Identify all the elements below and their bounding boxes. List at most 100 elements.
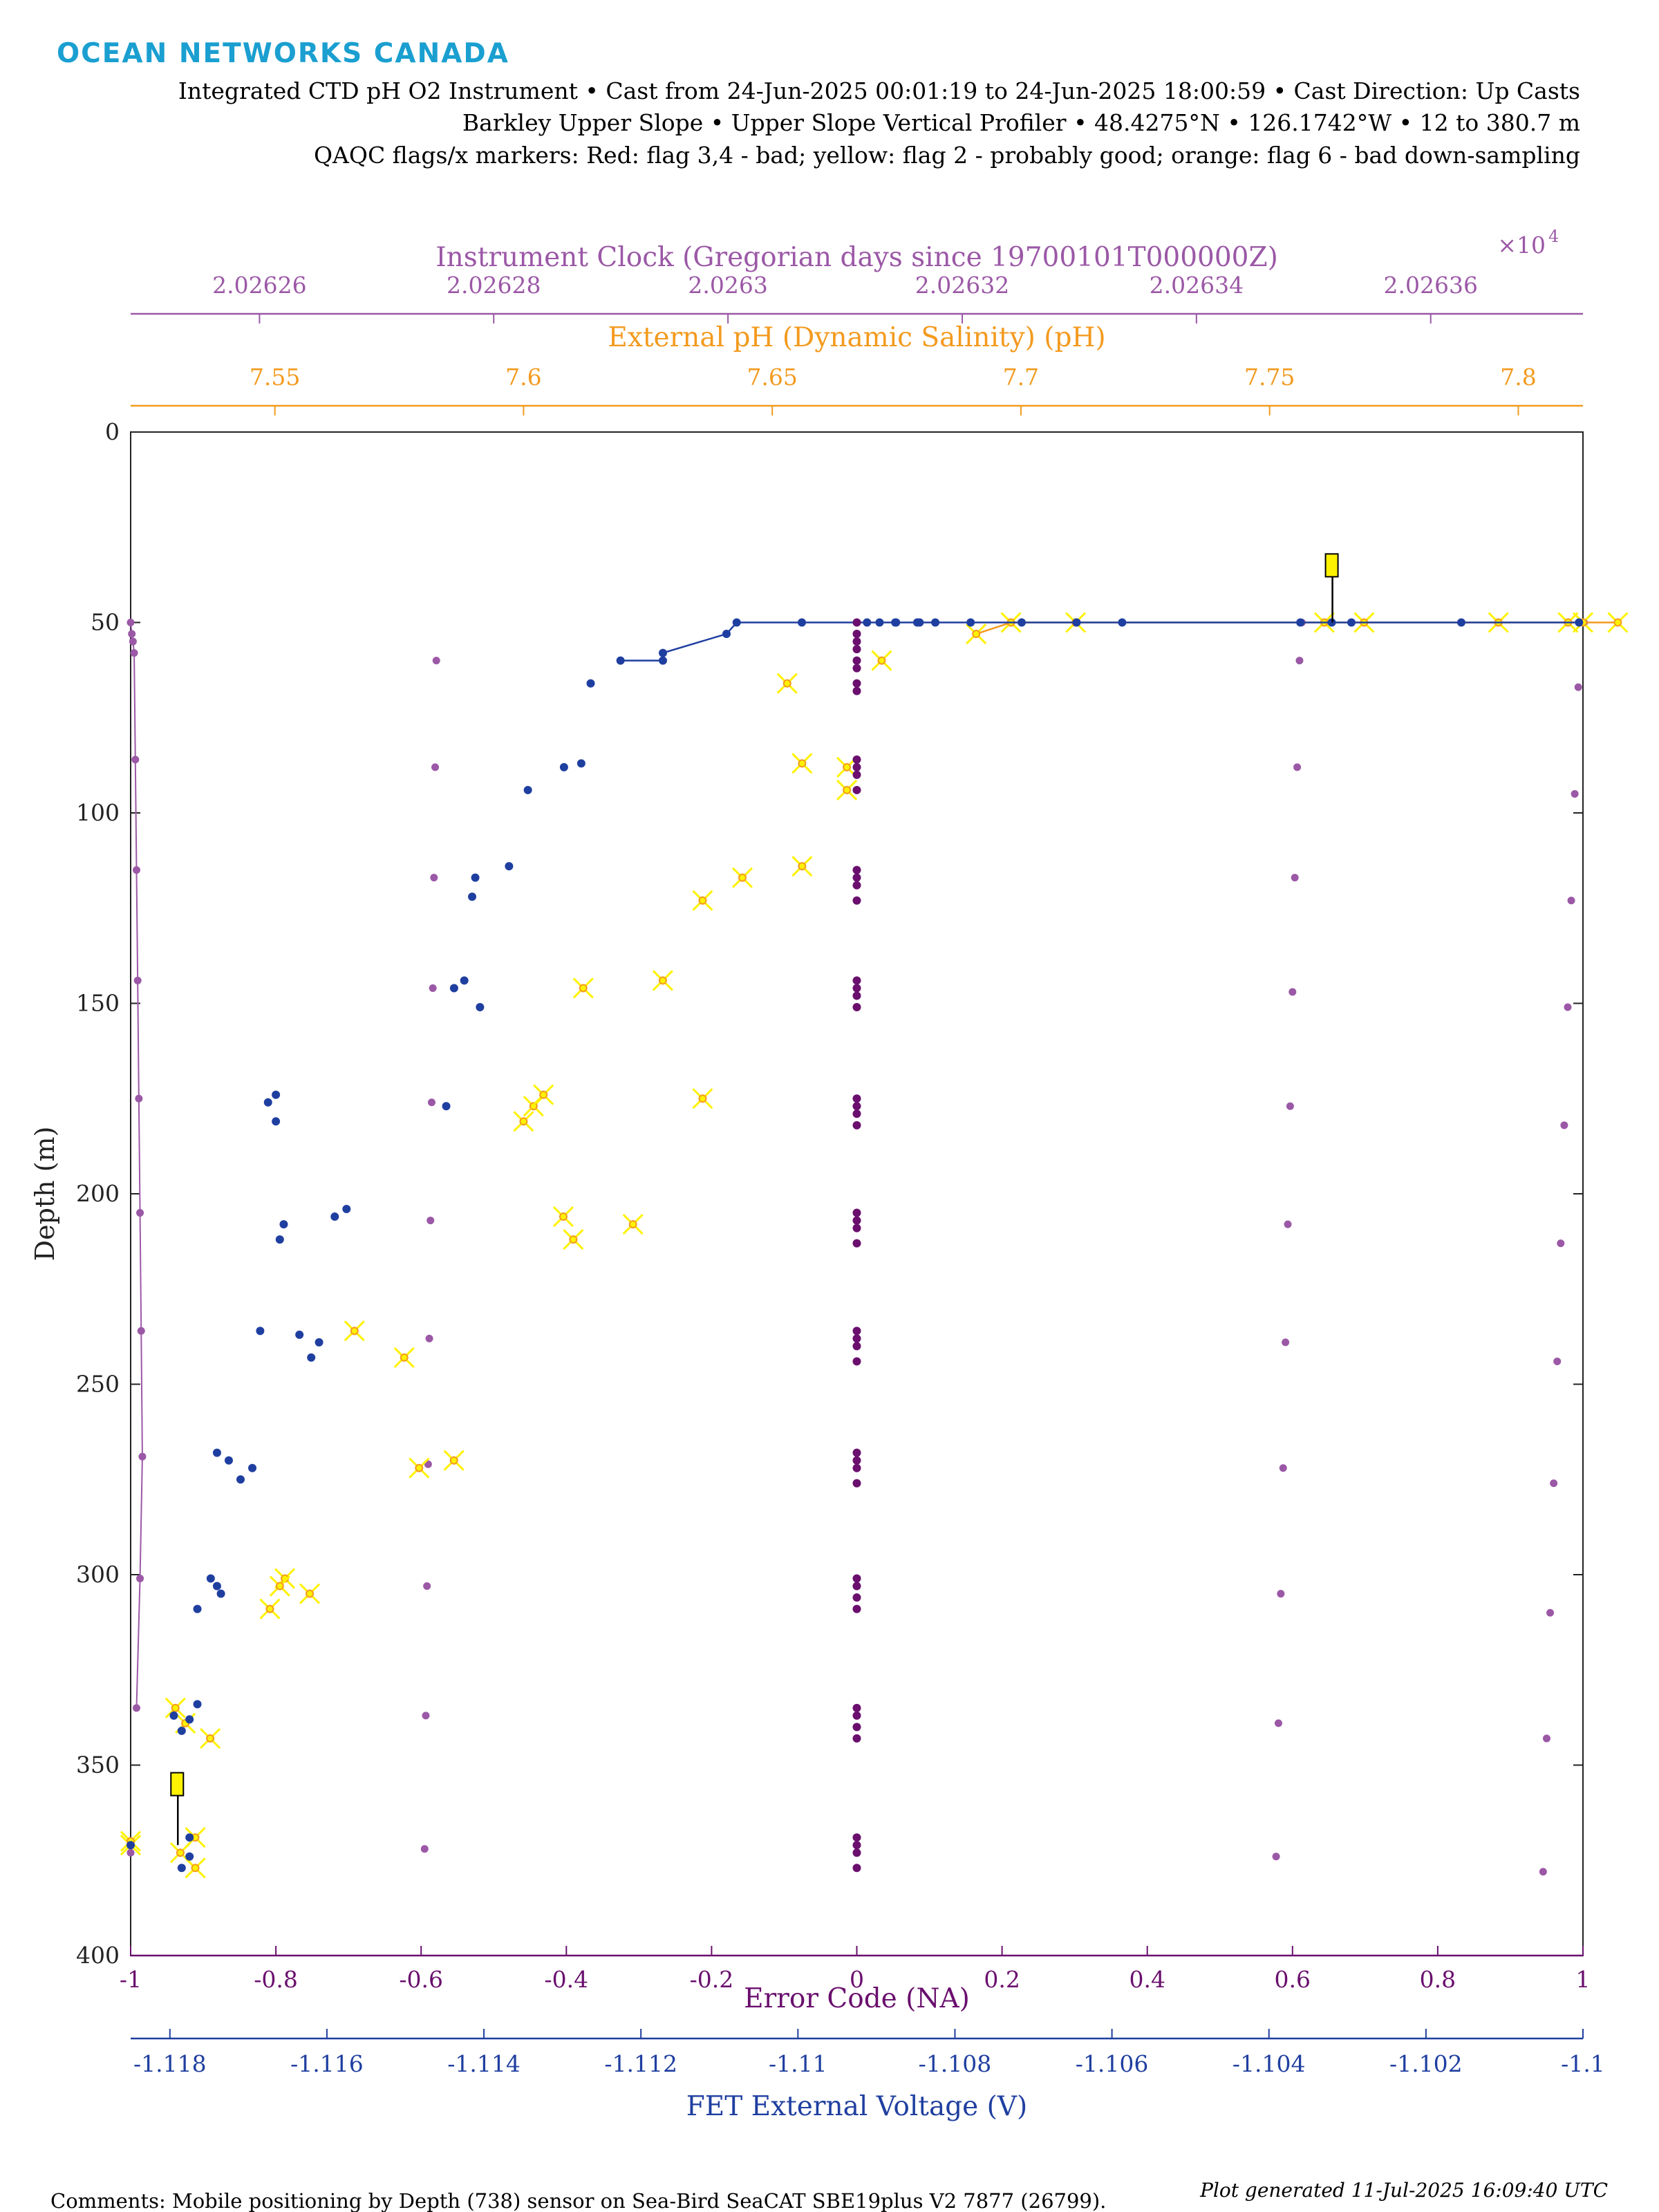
ph-point-flag2	[966, 623, 987, 645]
ph-point	[449, 1456, 458, 1465]
ph-point	[176, 1848, 185, 1857]
voltage-point	[471, 873, 480, 882]
clock-point	[1284, 1220, 1292, 1228]
error-point	[852, 770, 861, 779]
ph-point-flag2	[1607, 612, 1629, 633]
clock-point	[429, 984, 437, 992]
clock-point	[132, 1704, 140, 1712]
ph-point	[782, 679, 791, 688]
clock-point	[133, 976, 142, 984]
voltage-axis-tick-label: -1.114	[447, 2050, 521, 2077]
voltage-point	[523, 785, 532, 794]
voltage-point	[1296, 618, 1305, 627]
error-point	[852, 865, 861, 874]
error-point	[852, 1734, 861, 1743]
clock-point	[126, 1848, 135, 1857]
ph-point	[415, 1463, 424, 1472]
ph-point-flag2	[344, 1320, 365, 1342]
ph-point-flag2	[185, 1827, 206, 1848]
clock-point	[1574, 683, 1582, 691]
error-axis-label: Error Code (NA)	[744, 1983, 970, 2014]
clock-point	[1291, 874, 1299, 882]
ph-point-flag2	[776, 673, 798, 694]
clock-point	[129, 637, 137, 646]
voltage-axis-tick-label: -1.116	[290, 2050, 364, 2077]
flag-box-marker	[170, 1772, 185, 1797]
y-tick-label: 200	[76, 1180, 120, 1207]
y-tick-label: 0	[105, 418, 120, 445]
ph-axis-tick-label: 7.55	[250, 364, 300, 391]
clock-point	[422, 1712, 430, 1720]
y-tick-label: 350	[76, 1752, 120, 1779]
voltage-point	[875, 618, 884, 627]
clock-point	[131, 756, 140, 764]
voltage-point	[272, 1117, 281, 1126]
error-axis-tick-label: 0	[850, 1966, 864, 1993]
error-axis-tick-label: -0.4	[544, 1966, 588, 1993]
flag-box-marker	[1324, 553, 1339, 578]
ph-point-flag2	[692, 1088, 713, 1109]
voltage-point	[1456, 618, 1465, 627]
error-point	[852, 984, 861, 993]
voltage-axis-tick-label: -1.1	[1561, 2050, 1605, 2077]
clock-point	[427, 1217, 435, 1225]
clock-point	[1279, 1464, 1287, 1472]
clock-axis-tick-label: 2.02632	[915, 272, 1009, 299]
voltage-point	[177, 1726, 186, 1735]
ph-point	[275, 1582, 284, 1591]
ph-axis-tick-label: 7.75	[1244, 364, 1295, 391]
voltage-point	[732, 618, 741, 627]
voltage-point	[224, 1456, 233, 1465]
ph-point-flag2	[731, 867, 753, 888]
ph-point	[798, 759, 807, 768]
clock-point	[1542, 1734, 1550, 1743]
voltage-axis-tick-label: -1.106	[1076, 2050, 1149, 2077]
clock-point	[1550, 1479, 1558, 1488]
voltage-point	[658, 648, 667, 657]
voltage-point	[185, 1852, 194, 1861]
plot-area: 0 50 100 150 200 250 300 350 400 Depth (m) -1 -0.8 -…	[30, 227, 1629, 2122]
ph-point-flag2	[200, 1727, 221, 1749]
voltage-point	[891, 618, 900, 627]
clock-point	[130, 649, 138, 657]
error-point	[852, 637, 861, 646]
error-point	[852, 1574, 861, 1583]
error-point	[852, 785, 861, 794]
error-point	[852, 1604, 861, 1613]
voltage-point	[248, 1463, 257, 1472]
clock-point	[430, 874, 438, 882]
clock-point	[1546, 1609, 1555, 1617]
clock-point	[1564, 1003, 1572, 1011]
voltage-point	[1347, 618, 1356, 627]
error-point	[852, 896, 861, 905]
error-point	[852, 1448, 861, 1457]
header-line-3: QAQC flags/x markers: Red: flag 3,4 - ba…	[314, 142, 1580, 169]
clock-point	[128, 630, 136, 638]
clock-point	[1553, 1357, 1562, 1365]
comments-text: Comments: Mobile positioning by Depth (7…	[50, 2189, 1106, 2212]
ph-point	[306, 1589, 315, 1598]
error-point	[852, 976, 861, 985]
ph-point-flag2	[563, 1229, 584, 1250]
clock-point	[420, 1845, 429, 1853]
ph-axis-label: External pH (Dynamic Salinity) (pH)	[608, 322, 1105, 353]
clock-point	[431, 763, 440, 771]
error-axis-tick-label: 0.2	[984, 1966, 1020, 1993]
ph-point	[628, 1220, 637, 1229]
ph-point-flag2	[622, 1214, 644, 1235]
voltage-axis-tick-label: -1.108	[919, 2050, 992, 2077]
error-point	[852, 1841, 861, 1850]
clock-point	[137, 1327, 145, 1335]
clock-point	[1274, 1719, 1282, 1727]
ph-point	[206, 1734, 215, 1743]
ph-point	[1613, 618, 1622, 627]
error-point	[852, 679, 861, 688]
ph-point-flag2	[552, 1206, 574, 1228]
ph-point-flag2	[523, 1096, 544, 1117]
error-axis-tick-label: 0.6	[1275, 1966, 1311, 1993]
voltage-point	[185, 1833, 194, 1842]
ph-point	[972, 630, 981, 639]
clock-point	[1277, 1590, 1285, 1598]
ph-axis-tick-label: 7.6	[505, 364, 541, 391]
error-point	[852, 1711, 861, 1720]
